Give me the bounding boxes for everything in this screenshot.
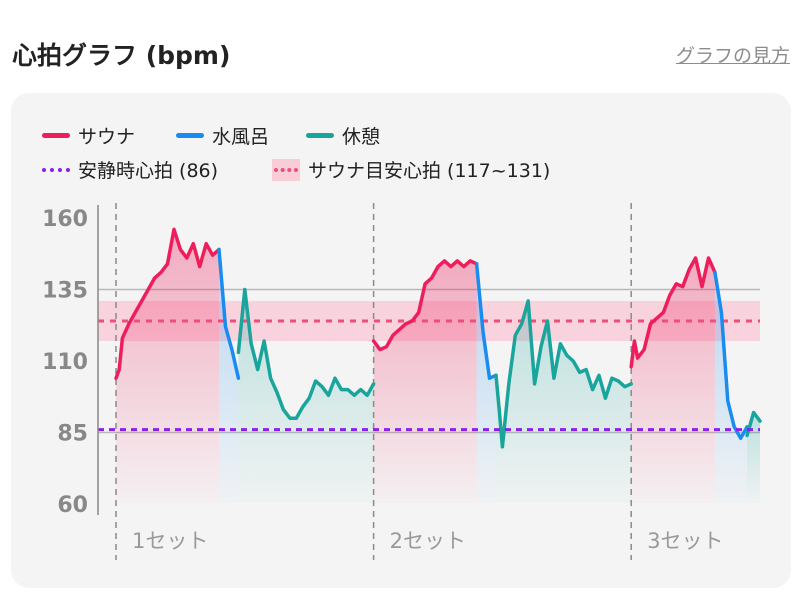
area-cold_bath-7: [714, 272, 748, 503]
set-label-1: 1セット: [132, 529, 208, 553]
legend-swatch-target-band: [272, 158, 300, 181]
area-sauna-0: [116, 229, 220, 503]
graph-help-link[interactable]: グラフの見方: [675, 45, 790, 67]
area-rest-8: [747, 412, 760, 503]
legend-item-resting-hr: 安静時心拍 (86): [42, 157, 218, 185]
legend-label-resting-hr: 安静時心拍 (86): [78, 160, 219, 182]
legend-label-rest: 休憩: [342, 126, 381, 148]
page-title: 心拍グラフ (bpm): [12, 41, 231, 70]
series-line-cold_bath-7: [713, 270, 749, 440]
legend-swatch-sauna: [42, 133, 70, 138]
area-sauna-6: [631, 258, 715, 503]
series-line-cold_bath-4: [474, 262, 498, 380]
legend-item-cold-bath: 水風呂: [176, 123, 269, 151]
set-label-2: 2セット: [390, 529, 466, 553]
series-line-sauna-3: [371, 259, 479, 352]
set-label-3: 3セット: [647, 529, 723, 553]
y-tick-label-60: 60: [57, 493, 88, 518]
area-rest-5: [495, 300, 632, 503]
series-line-sauna-0: [114, 227, 221, 380]
y-tick-label-160: 160: [42, 207, 88, 232]
legend-label-target-band: サウナ目安心拍 (117~131): [308, 160, 551, 182]
legend-swatch-rest: [306, 133, 334, 138]
area-rest-2: [238, 289, 374, 503]
legend-label-cold-bath: 水風呂: [212, 126, 270, 148]
legend-label-sauna: サウナ: [78, 126, 136, 148]
series-line-rest-2: [236, 287, 376, 420]
series-line-cold_bath-1: [217, 247, 241, 380]
area-sauna-3: [373, 260, 477, 503]
series-line-sauna-6: [629, 256, 717, 369]
legend-item-sauna: サウナ: [42, 123, 135, 151]
legend-swatch-resting-hr: [42, 167, 70, 172]
series-line-rest-5: [494, 299, 633, 449]
y-tick-label-85: 85: [57, 422, 88, 447]
legend-swatch-cold-bath: [176, 133, 204, 138]
legend-item-rest: 休憩: [306, 123, 380, 151]
y-tick-label-135: 135: [42, 279, 88, 304]
header: 心拍グラフ (bpm) グラフの見方: [12, 36, 790, 76]
y-tick-label-110: 110: [42, 350, 88, 375]
legend-item-target-band: サウナ目安心拍 (117~131): [272, 157, 550, 185]
series-line-rest-8: [745, 410, 762, 438]
